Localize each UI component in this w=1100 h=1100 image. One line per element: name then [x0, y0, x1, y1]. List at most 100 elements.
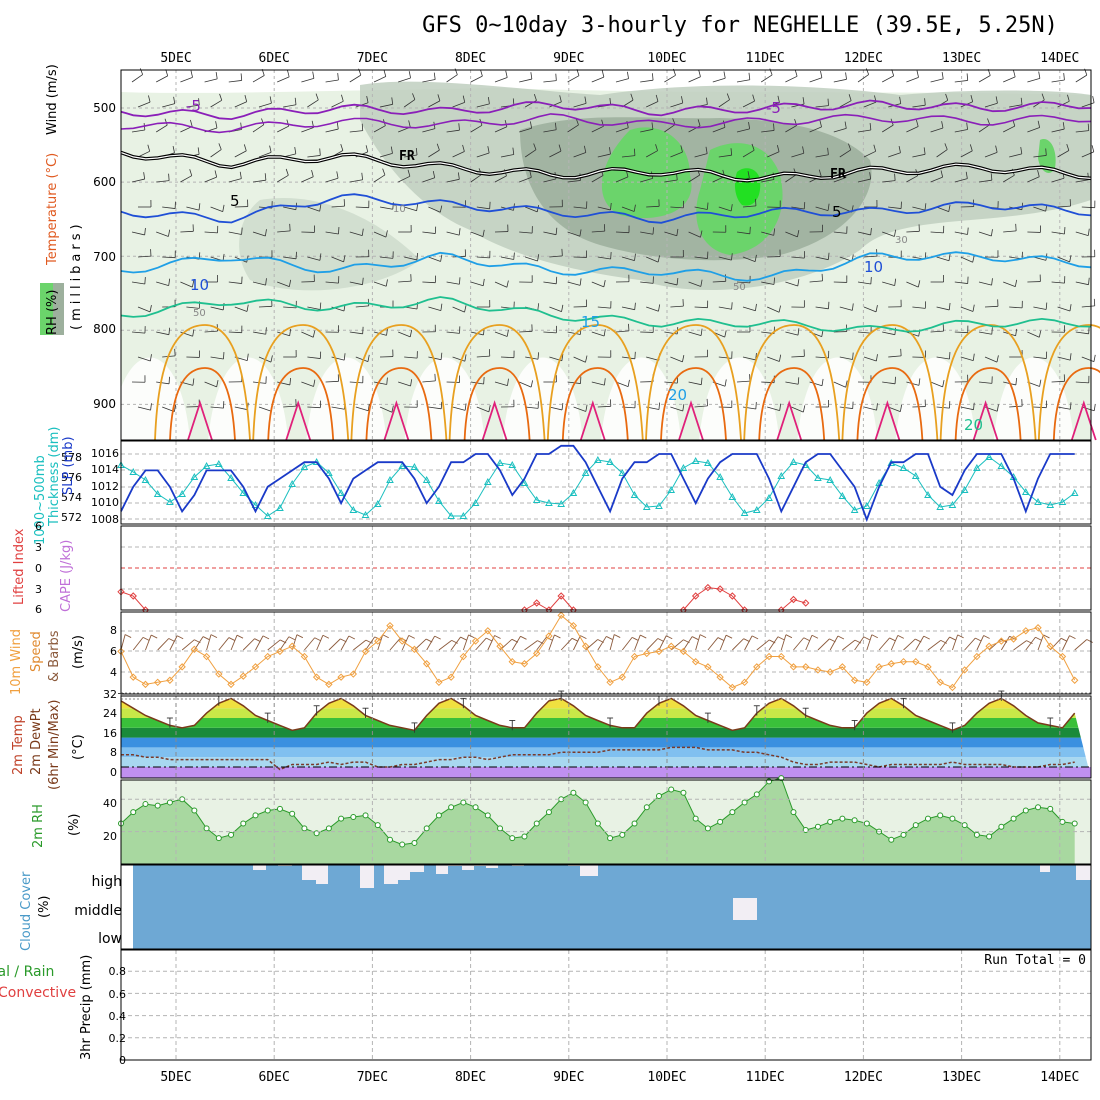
wind-barb-feather — [176, 635, 184, 640]
wind-speed-point — [753, 663, 761, 671]
wind-barb — [204, 78, 218, 83]
wind-speed-point — [447, 673, 455, 681]
wind-barb-feather — [996, 355, 999, 363]
wind-barb — [591, 125, 604, 133]
thickness-point — [618, 468, 627, 476]
wind-barb — [1081, 356, 1095, 363]
wind-barb — [1033, 406, 1047, 409]
temp-grid — [121, 696, 1091, 778]
wind-barb-feather — [407, 169, 411, 177]
wind-barb — [525, 256, 538, 262]
thickness-point — [765, 493, 773, 501]
wind-barb-feather — [797, 377, 800, 385]
thickness-point — [435, 496, 443, 504]
thickness-point — [1021, 487, 1030, 495]
wind-barb-feather — [261, 118, 265, 125]
wind-barb-feather — [752, 94, 755, 102]
wind-barb-feather — [228, 637, 236, 641]
isotherm-25-loop — [169, 367, 236, 441]
wind-barb — [519, 78, 532, 83]
rh-point — [484, 812, 491, 819]
cloud-high-gap — [302, 865, 316, 880]
wind-barb — [567, 281, 581, 286]
wind-speed-point — [312, 673, 321, 681]
wind-barb — [640, 79, 654, 83]
wind-barb — [815, 154, 829, 158]
isotherm-20-loop — [252, 324, 350, 441]
wind-barb-feather — [412, 93, 416, 100]
wind-barb — [736, 281, 750, 284]
wind-barb-feather — [319, 253, 322, 261]
isotherm-30-peak — [972, 400, 999, 441]
wind-barb — [809, 381, 823, 387]
wind-barb — [258, 151, 272, 158]
wind-barb — [1081, 151, 1094, 158]
wind-barb-feather — [1087, 123, 1090, 131]
isotherm-line — [120, 193, 1092, 224]
wind-barb-feather — [731, 302, 733, 310]
cloud-middle-label: middle — [74, 903, 122, 919]
wind-barb-feather — [876, 403, 878, 411]
rh-point — [130, 809, 137, 816]
rh-contour-label: 50 — [193, 308, 206, 319]
wind-barb-feather — [923, 147, 926, 155]
top-date-label: 14DEC — [1040, 51, 1079, 66]
wind-barb-feather — [657, 638, 665, 642]
wind-barb-feather — [348, 635, 356, 640]
wind-barb-feather — [706, 97, 708, 105]
wind-barb-feather — [173, 404, 177, 412]
wind-speed-point — [374, 637, 382, 645]
wind-barb-feather — [748, 72, 751, 80]
wind-barb-feather — [408, 71, 411, 79]
wind-barb-feather — [797, 328, 800, 336]
wind-barb — [428, 100, 441, 108]
wind-barb — [155, 124, 168, 133]
wind-barb — [780, 634, 787, 651]
isotherm-20-loop — [350, 324, 448, 441]
wind-barb — [452, 406, 466, 411]
wind-barb — [543, 281, 557, 285]
wind-barb — [373, 231, 387, 238]
wind-barb-feather — [173, 96, 176, 104]
wind-speed-point — [667, 642, 675, 650]
rh-point — [900, 831, 907, 838]
wind-barb — [228, 178, 242, 183]
wind-speed-point — [948, 683, 957, 692]
wind-barb-feather — [863, 636, 870, 641]
li-point — [691, 592, 700, 600]
wind-barb-feather — [633, 204, 636, 212]
rh-point — [521, 833, 528, 840]
wind-barb — [1033, 155, 1047, 158]
wind-barb — [186, 206, 200, 211]
wind-barb-feather — [464, 403, 467, 411]
rh-point — [154, 802, 161, 809]
wind-barb-feather — [144, 227, 146, 235]
wind-barb-feather — [391, 97, 394, 105]
wind-barb — [939, 636, 950, 651]
wind-barb — [476, 103, 490, 108]
wind-barb-feather — [948, 302, 951, 310]
wind-speed-point — [349, 670, 358, 678]
wind-barb — [573, 406, 586, 412]
thickness-point — [911, 471, 920, 479]
wind-barb — [833, 381, 846, 388]
freezing-level-label: FR — [399, 149, 415, 164]
wind-barb — [976, 635, 985, 651]
pressure-tick: 600 — [93, 175, 116, 189]
wind-barb — [234, 406, 248, 411]
wind-barb-feather — [724, 330, 727, 338]
wind-barb — [307, 206, 320, 212]
wind-barb-feather — [681, 96, 684, 104]
wind-barb-feather — [416, 252, 419, 260]
wind-barb — [379, 103, 393, 108]
thickness-point — [214, 459, 223, 467]
wind-barb-feather — [682, 355, 685, 362]
wind-barb — [355, 305, 369, 308]
wind-barb-feather — [1069, 635, 1076, 640]
wind-barb — [252, 75, 265, 83]
wind-barb-feather — [891, 69, 895, 77]
wind-barb — [954, 80, 968, 83]
wind-barb — [1057, 100, 1070, 108]
rh-tick: 40 — [103, 797, 117, 810]
wind-barb-feather — [751, 635, 759, 640]
